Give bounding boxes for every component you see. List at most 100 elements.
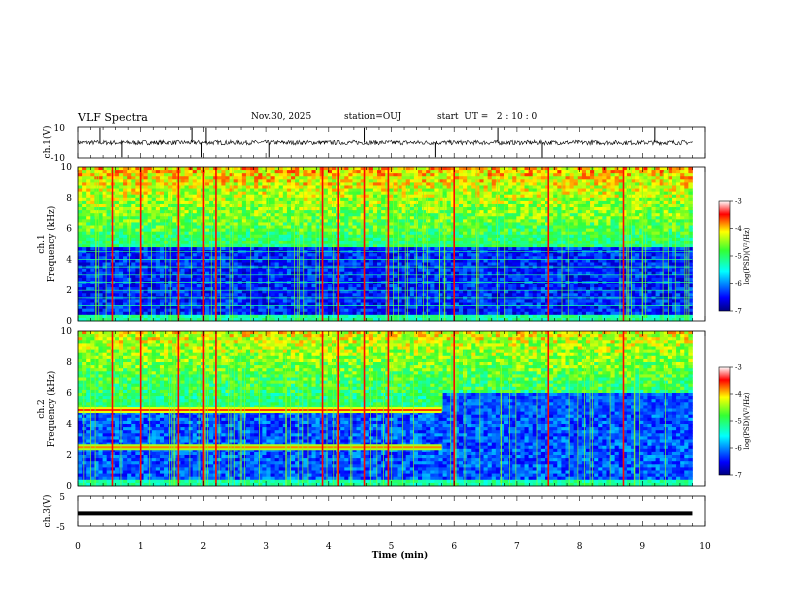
spectrogram-cell (295, 170, 300, 174)
spectrogram-cell (655, 213, 661, 217)
spectrogram-cell (528, 210, 534, 214)
spectrogram-cell (106, 216, 112, 220)
spectrogram-cell (598, 228, 603, 233)
spectrogram-cell (536, 216, 542, 220)
spectrogram-cell (639, 213, 644, 217)
spectrogram-cell (680, 176, 685, 180)
spectrogram-cell (127, 194, 132, 199)
spectrogram-cell (430, 203, 435, 208)
spectrogram-cell (487, 247, 493, 251)
spectrogram-cell (516, 182, 521, 186)
spectrogram-cell (225, 194, 230, 199)
spectrogram-cell (479, 191, 484, 196)
spectrogram-cell (364, 247, 370, 251)
spectrogram-cell (504, 234, 509, 239)
spectrogram-cell (159, 200, 165, 205)
spectrogram-cell (143, 179, 149, 183)
spectrogram-cell (487, 228, 493, 233)
spectrogram-cell (581, 210, 587, 214)
spectrogram-cell (229, 259, 235, 263)
spectrogram-cell (635, 182, 640, 186)
spectrogram-cell (86, 197, 91, 202)
spectrogram-cell (553, 259, 558, 263)
spectrogram-cell (499, 253, 505, 257)
spectrogram-cell (618, 203, 624, 208)
spectrogram-cell (405, 176, 411, 180)
spectrogram-cell (438, 259, 443, 263)
spectrogram-cell (585, 191, 591, 196)
spectrogram-cell (221, 240, 226, 245)
spectrogram-cell (291, 213, 296, 217)
spectrogram-cell (151, 210, 157, 214)
spectrogram-cell (663, 176, 669, 180)
spectrogram-cell (151, 247, 157, 251)
spectrogram-cell (475, 234, 480, 239)
spectrogram-cell (540, 210, 546, 214)
spectrogram-cell (258, 222, 263, 226)
spectrogram-cell (139, 210, 144, 214)
spectrogram-cell (86, 259, 91, 263)
spectrogram-cell (532, 167, 538, 171)
spectrogram-cell (217, 197, 222, 202)
spectrogram-cell (418, 219, 423, 223)
spectrogram-cell (233, 244, 239, 248)
spectrogram-cell (495, 210, 501, 214)
spectrogram-cell (323, 185, 329, 189)
spectrogram-cell (127, 170, 132, 174)
spectrogram-cell (680, 216, 685, 220)
spectrogram-cell (581, 179, 587, 183)
spectrogram-cell (262, 167, 267, 171)
spectrogram-cell (397, 173, 403, 177)
spectrogram-cell (286, 240, 292, 245)
spectrogram-cell (172, 197, 177, 202)
spectrogram-cell (528, 176, 534, 180)
spectrogram-cell (446, 234, 452, 239)
spectrogram-cell (626, 244, 632, 248)
spectrogram-cell (401, 173, 407, 177)
spectrogram-cell (381, 237, 386, 242)
spectrogram-cell (127, 182, 132, 186)
spectrogram-cell (78, 176, 83, 180)
spectrogram-cell (434, 253, 439, 257)
spectrogram-cell (561, 170, 566, 174)
spectrogram-cell (426, 194, 431, 199)
spectrogram-cell (659, 253, 665, 257)
spectrogram-cell (557, 231, 562, 236)
spectrogram-cell (647, 225, 652, 229)
spectrogram-cell (114, 185, 120, 189)
spectrogram-cell (684, 200, 689, 205)
spectrogram-cell (221, 176, 226, 180)
spectrogram-cell (549, 259, 554, 263)
spectrogram-cell (389, 213, 394, 217)
spectrogram-cell (663, 262, 669, 266)
spectrogram-cell (237, 234, 243, 239)
spectrogram-cell (217, 225, 222, 229)
spectrogram-cell (291, 237, 296, 242)
spectrogram-cell (631, 179, 636, 183)
spectrogram-cell (557, 253, 562, 257)
spectrogram-cell (647, 237, 652, 242)
spectrogram-cell (270, 231, 276, 236)
spectrogram-cell (188, 253, 194, 257)
spectrogram-cell (82, 194, 87, 199)
spectrogram-cell (270, 219, 276, 223)
spectrogram-cell (651, 256, 656, 260)
spectrogram-cell (631, 219, 636, 223)
spectrogram-cell (250, 222, 255, 226)
spectrogram-cell (479, 228, 484, 233)
spectrogram-cell (86, 176, 91, 180)
spectrogram-cell (311, 213, 316, 217)
spectrogram-cell (647, 247, 652, 251)
spectrogram-cell (118, 191, 124, 196)
spectrogram-cell (368, 191, 374, 196)
spectrogram-cell (430, 231, 435, 236)
spectrogram-cell (499, 213, 505, 217)
spectrogram-cell (360, 259, 366, 263)
spectrogram-cell (532, 253, 538, 257)
spectrogram-cell (598, 182, 603, 186)
spectrogram-cell (418, 259, 423, 263)
spectrogram-cell (397, 216, 403, 220)
spectrogram-cell (377, 173, 382, 177)
spectrogram-cell (188, 240, 194, 245)
spectrogram-cell (446, 247, 452, 251)
